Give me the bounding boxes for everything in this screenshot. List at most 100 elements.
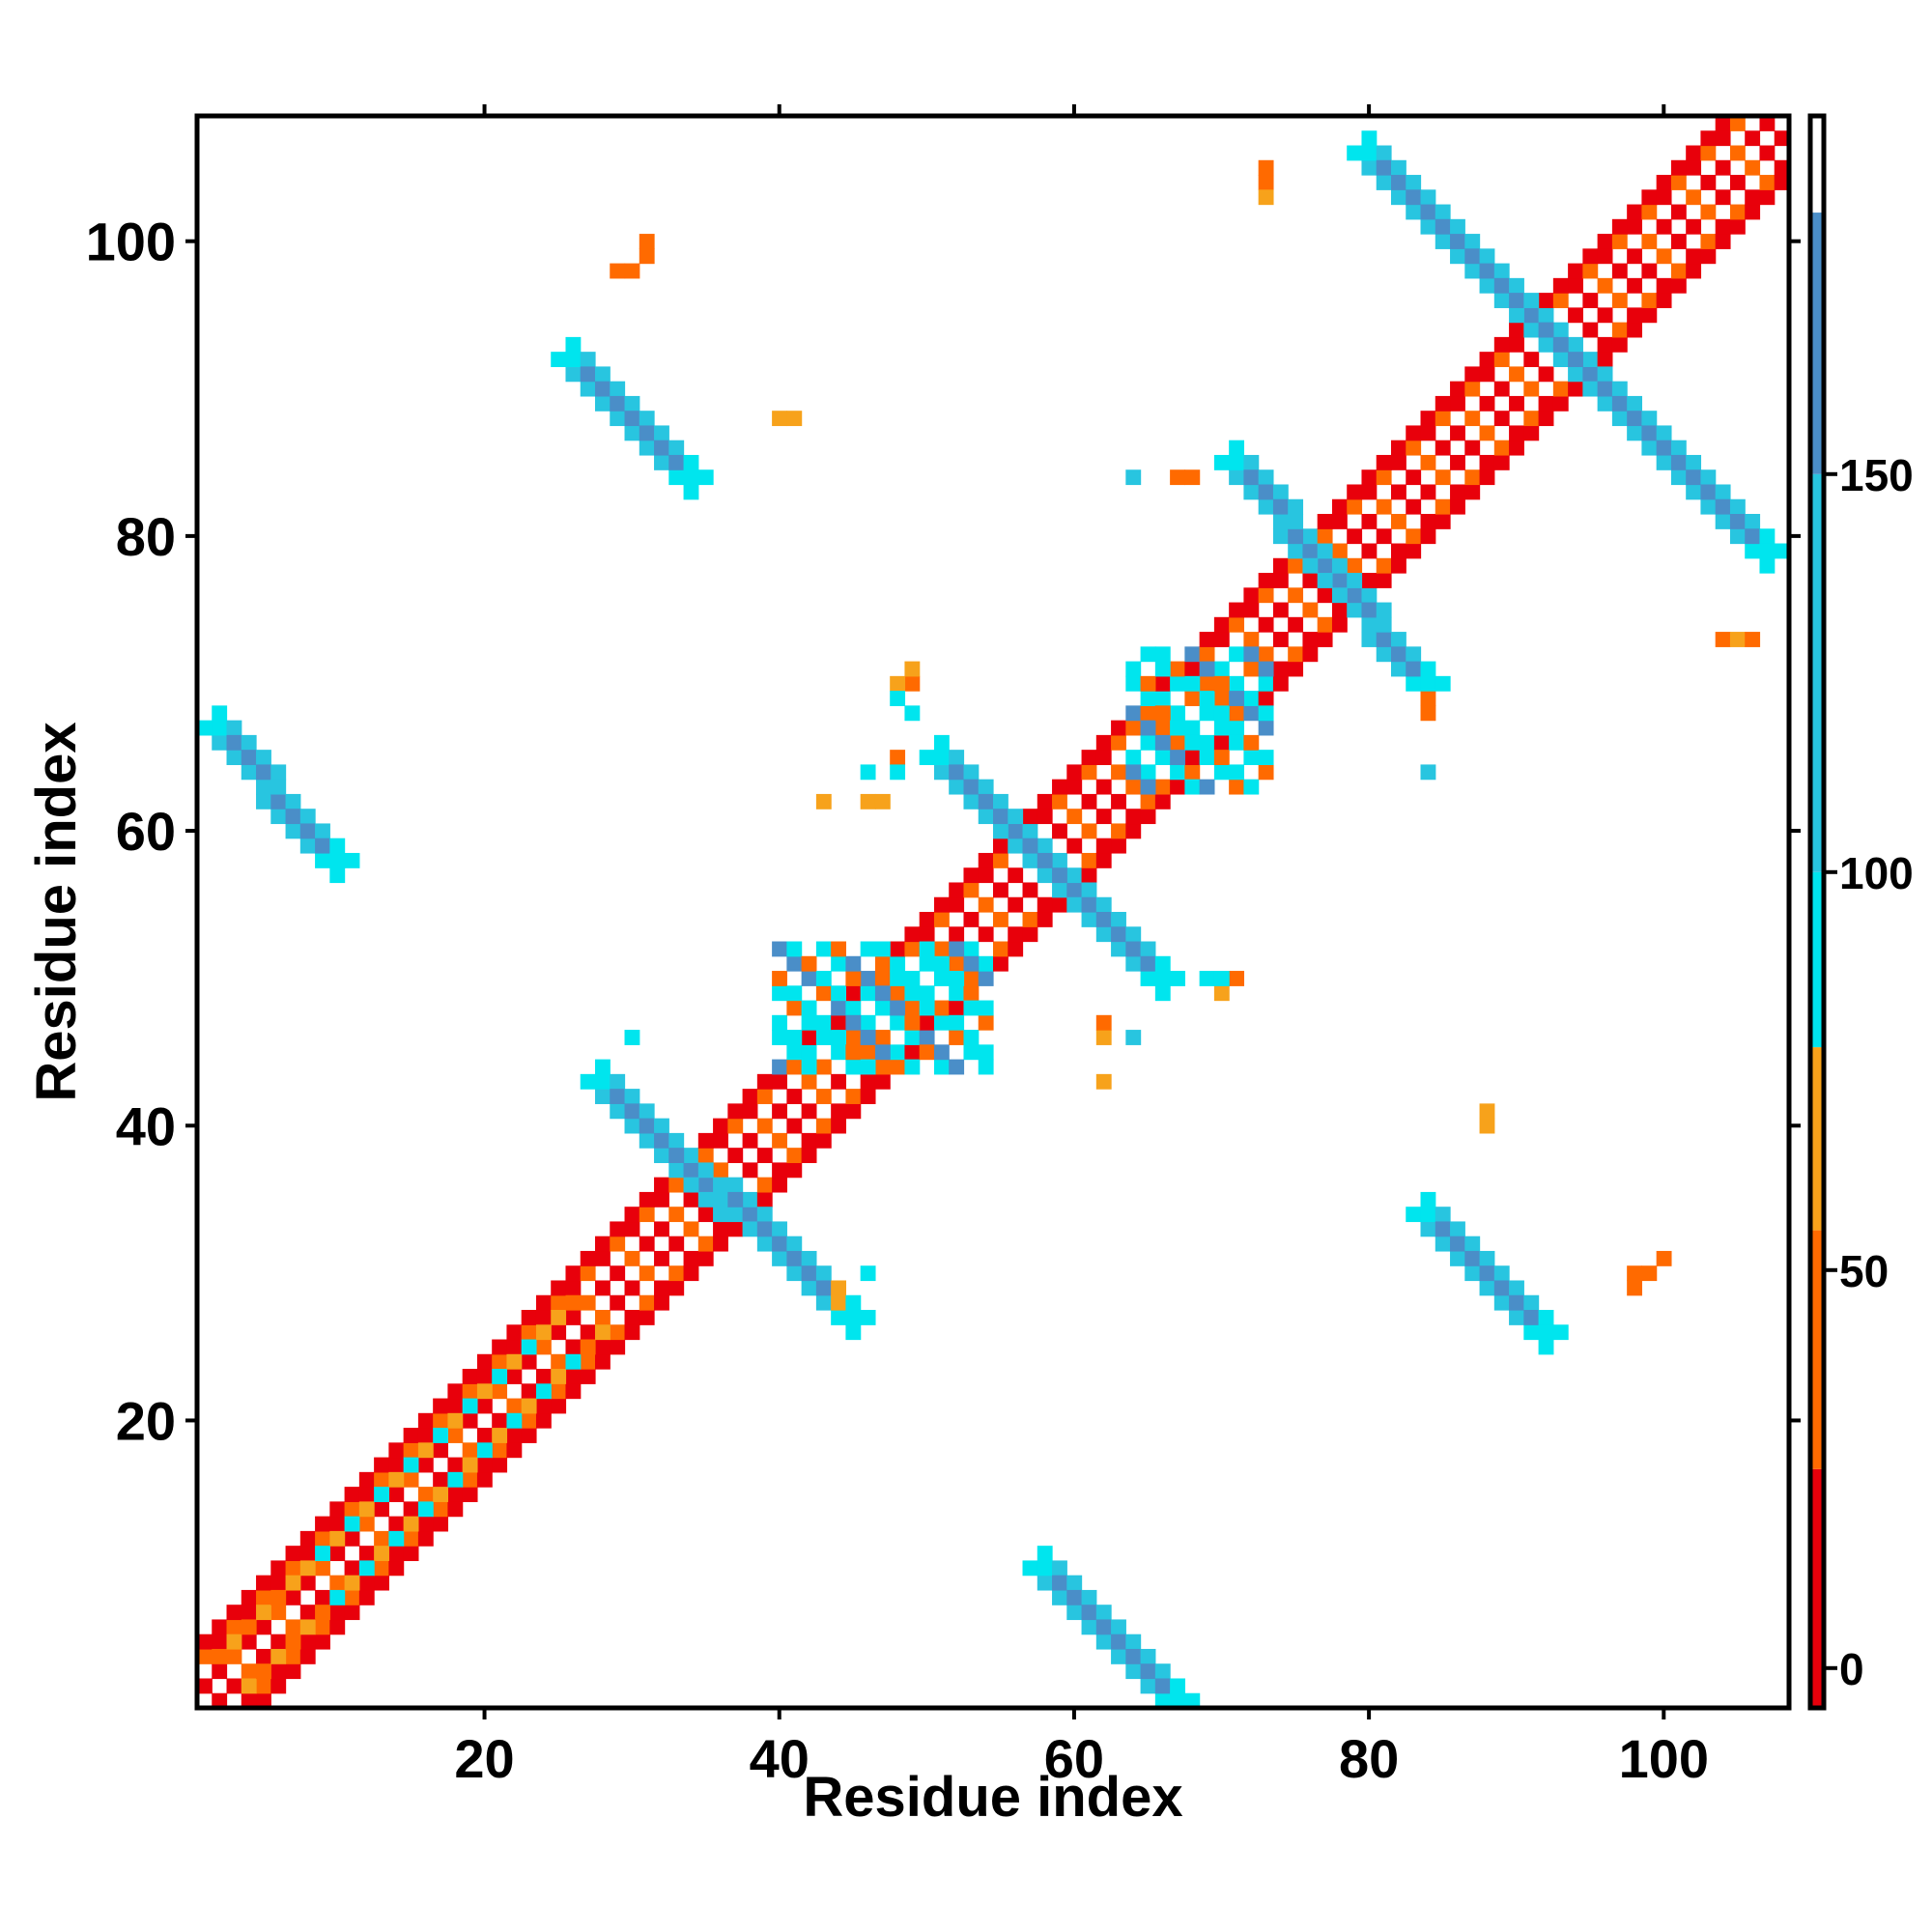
heatmap-cell bbox=[1081, 750, 1097, 766]
heatmap-cell bbox=[595, 1059, 611, 1075]
heatmap-cell bbox=[256, 764, 271, 781]
heatmap-cell bbox=[978, 1044, 994, 1061]
heatmap-cell bbox=[890, 1044, 906, 1061]
heatmap-cell bbox=[1435, 234, 1451, 249]
heatmap-cell bbox=[654, 1177, 669, 1193]
heatmap-cell bbox=[1450, 395, 1465, 412]
heatmap-cell bbox=[1774, 130, 1790, 147]
heatmap-cell bbox=[801, 1132, 817, 1149]
heatmap-cell bbox=[344, 1530, 360, 1547]
heatmap-cell bbox=[535, 1383, 552, 1400]
heatmap-cell bbox=[1199, 971, 1215, 986]
heatmap-cell bbox=[639, 1294, 655, 1311]
heatmap-cell bbox=[388, 1471, 405, 1488]
heatmap-cell bbox=[786, 955, 803, 972]
heatmap-cell bbox=[772, 1059, 787, 1075]
heatmap-cell bbox=[697, 1250, 714, 1266]
heatmap-cell bbox=[1361, 573, 1378, 588]
heatmap-cell bbox=[1523, 425, 1540, 441]
heatmap-cell bbox=[756, 1148, 773, 1164]
heatmap-cell bbox=[551, 1294, 567, 1311]
heatmap-cell bbox=[772, 1103, 787, 1120]
heatmap-cell bbox=[874, 985, 891, 1002]
heatmap-cell bbox=[1213, 734, 1230, 751]
heatmap-cell bbox=[551, 1383, 567, 1400]
heatmap-cell bbox=[241, 1663, 257, 1680]
heatmap-cell bbox=[933, 1044, 950, 1061]
heatmap-cell bbox=[1523, 307, 1540, 324]
heatmap-cell bbox=[1686, 145, 1702, 161]
heatmap-cell bbox=[535, 1294, 552, 1311]
heatmap-cell bbox=[1627, 411, 1643, 427]
heatmap-cell bbox=[1464, 411, 1481, 427]
heatmap-cell bbox=[1347, 528, 1363, 545]
heatmap-cell bbox=[595, 366, 611, 383]
heatmap-cell bbox=[1700, 204, 1717, 220]
heatmap-cell bbox=[1229, 971, 1245, 986]
heatmap-cell bbox=[831, 955, 847, 972]
heatmap-cell bbox=[1213, 971, 1230, 986]
heatmap-cell bbox=[949, 896, 965, 913]
heatmap-cell bbox=[742, 1207, 758, 1223]
heatmap-cell bbox=[315, 1516, 330, 1532]
heatmap-cell bbox=[610, 1294, 626, 1311]
heatmap-cell bbox=[1479, 1280, 1495, 1296]
heatmap-cell bbox=[801, 1073, 817, 1090]
heatmap-cell bbox=[1361, 514, 1378, 529]
heatmap-cell bbox=[624, 1280, 640, 1296]
heatmap-cell bbox=[1568, 336, 1583, 353]
heatmap-cell bbox=[358, 1575, 375, 1591]
heatmap-cell bbox=[1509, 366, 1524, 383]
heatmap-cell bbox=[1347, 602, 1363, 618]
heatmap-cell bbox=[1066, 809, 1083, 825]
heatmap-cell bbox=[683, 1177, 699, 1193]
heatmap-cell bbox=[713, 1162, 728, 1179]
colorbar-tick-label: 150 bbox=[1839, 450, 1914, 500]
heatmap-cell bbox=[1213, 454, 1230, 470]
heatmap-cell bbox=[890, 1059, 906, 1075]
heatmap-cell bbox=[476, 1428, 493, 1443]
heatmap-cell bbox=[1597, 395, 1613, 412]
heatmap-cell bbox=[388, 1560, 405, 1577]
heatmap-cell bbox=[1627, 218, 1643, 235]
heatmap-cell bbox=[639, 1265, 655, 1282]
heatmap-cell bbox=[388, 1530, 405, 1547]
heatmap-cell bbox=[654, 1148, 669, 1164]
heatmap-cell bbox=[654, 1250, 669, 1266]
heatmap-cell bbox=[417, 1457, 434, 1473]
heatmap-cell bbox=[624, 1310, 640, 1325]
heatmap-cell bbox=[860, 764, 876, 781]
heatmap-cell bbox=[374, 1560, 389, 1577]
heatmap-cell bbox=[580, 381, 596, 397]
heatmap-cell bbox=[963, 985, 980, 1002]
heatmap-cell bbox=[949, 926, 965, 943]
heatmap-cell bbox=[329, 1589, 346, 1605]
heatmap-cell bbox=[270, 793, 287, 810]
heatmap-cell bbox=[1641, 307, 1658, 324]
heatmap-cell bbox=[462, 1457, 478, 1473]
heatmap-cell bbox=[299, 1605, 316, 1621]
heatmap-cell bbox=[1229, 454, 1245, 470]
heatmap-cell bbox=[1184, 720, 1201, 736]
heatmap-cell bbox=[241, 1678, 257, 1694]
heatmap-cell bbox=[1582, 263, 1599, 279]
heatmap-cell bbox=[1523, 1324, 1540, 1341]
heatmap-cell bbox=[476, 1471, 493, 1488]
heatmap-cell bbox=[831, 1310, 847, 1325]
heatmap-cell bbox=[1272, 602, 1289, 618]
heatmap-cell bbox=[1538, 336, 1554, 353]
heatmap-cell bbox=[624, 1103, 640, 1120]
heatmap-cell bbox=[1022, 1560, 1038, 1577]
heatmap-cell bbox=[727, 1177, 744, 1193]
heatmap-cell bbox=[742, 1191, 758, 1208]
heatmap-cell bbox=[521, 1310, 537, 1325]
heatmap-cell bbox=[1037, 867, 1053, 884]
heatmap-cell bbox=[1125, 941, 1142, 957]
heatmap-cell bbox=[1759, 543, 1776, 559]
heatmap-cell bbox=[668, 1177, 685, 1193]
heatmap-cell bbox=[1258, 159, 1274, 176]
heatmap-cell bbox=[315, 1619, 330, 1635]
heatmap-cell bbox=[299, 1560, 316, 1577]
heatmap-cell bbox=[860, 1265, 876, 1282]
heatmap-cell bbox=[654, 425, 669, 441]
